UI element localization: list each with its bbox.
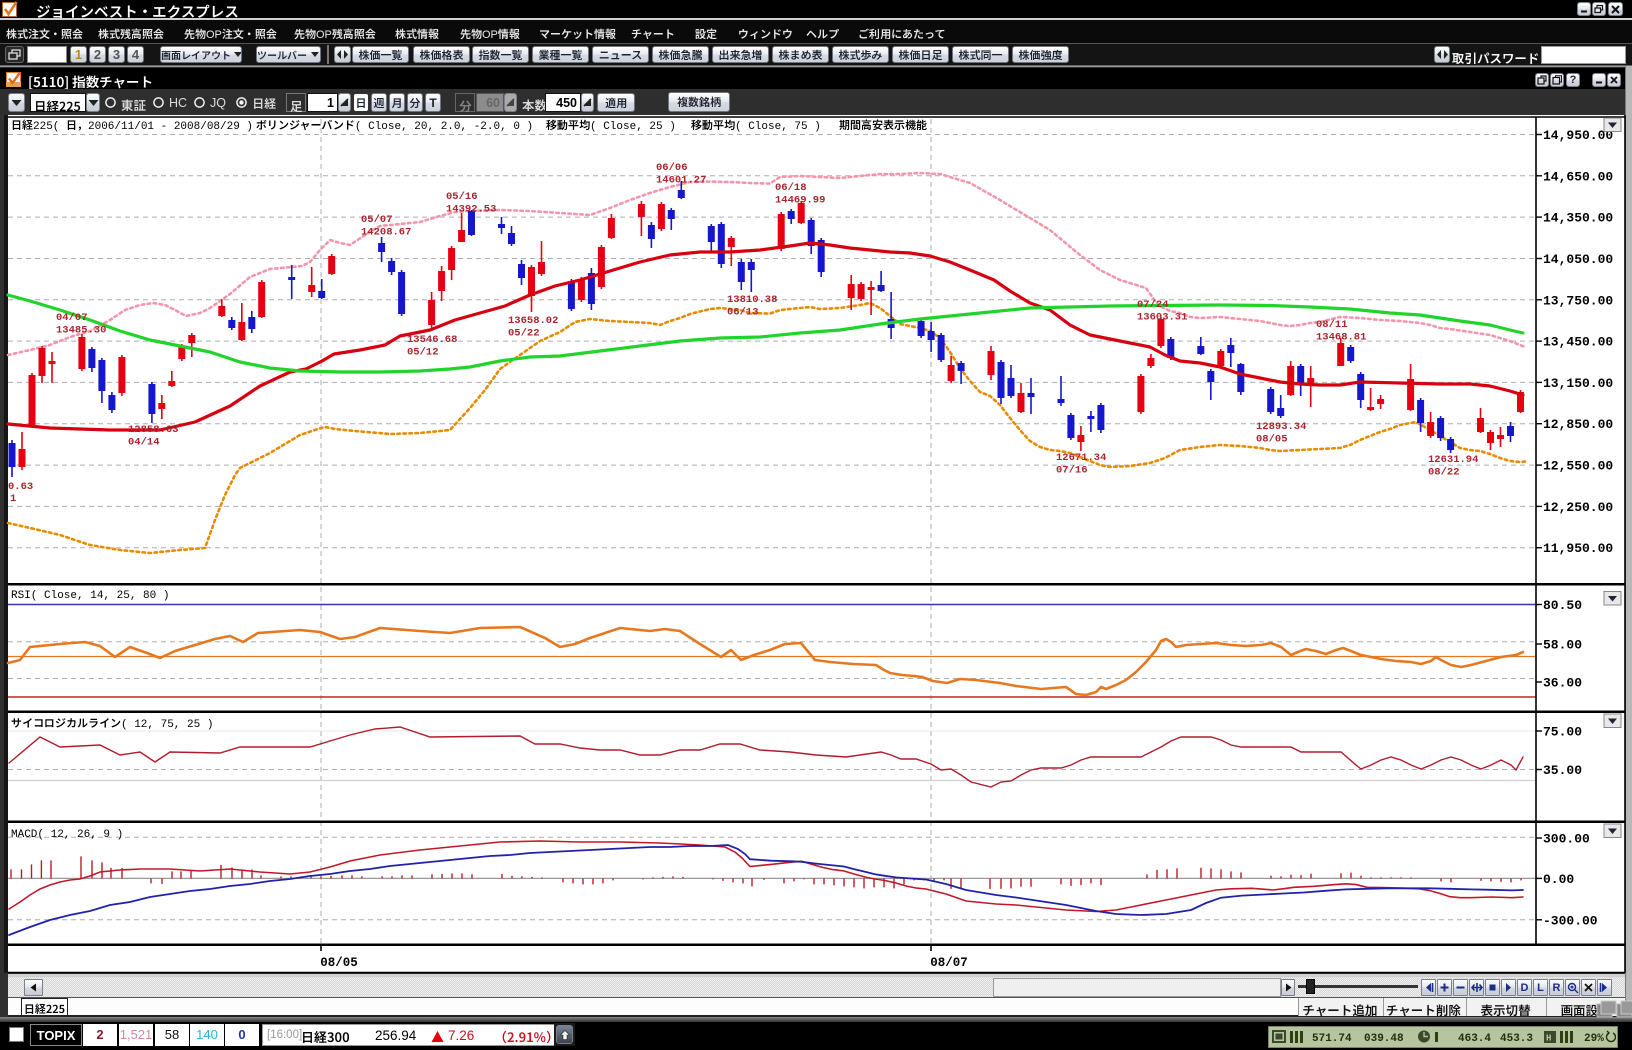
svg-text:サイコロジカルライン( 12, 75, 25 ): サイコロジカルライン( 12, 75, 25 ) — [11, 718, 213, 731]
svg-text:0.00: 0.00 — [1543, 872, 1574, 887]
svg-text:08/22: 08/22 — [1428, 467, 1460, 479]
svg-text:13,450.00: 13,450.00 — [1543, 335, 1613, 350]
svg-text:13546.68: 13546.68 — [407, 334, 457, 346]
svg-text:MACD( 12, 26, 9 ): MACD( 12, 26, 9 ) — [11, 829, 123, 841]
svg-text:14208.67: 14208.67 — [361, 227, 411, 239]
svg-text:06/06: 06/06 — [656, 162, 688, 174]
svg-text:12893.34: 12893.34 — [1256, 421, 1306, 433]
svg-text:29%: 29% — [1584, 1033, 1604, 1045]
svg-text:-300.00: -300.00 — [1543, 913, 1598, 928]
svg-text:14392.53: 14392.53 — [446, 204, 496, 216]
svg-text:13,150.00: 13,150.00 — [1543, 376, 1613, 391]
svg-text:05/16: 05/16 — [446, 191, 478, 203]
svg-text:04/14: 04/14 — [128, 437, 160, 449]
svg-text:14,350.00: 14,350.00 — [1543, 211, 1613, 226]
svg-text:13603.31: 13603.31 — [1137, 312, 1187, 324]
svg-text:期間高安表示機能: 期間高安表示機能 — [839, 119, 927, 133]
svg-text:300.00: 300.00 — [1543, 832, 1590, 847]
svg-text:039.48: 039.48 — [1364, 1033, 1404, 1045]
svg-text:12671.34: 12671.34 — [1056, 452, 1106, 464]
svg-text:13658.02: 13658.02 — [508, 315, 558, 327]
svg-text:36.00: 36.00 — [1543, 676, 1582, 691]
svg-text:04/07: 04/07 — [56, 312, 88, 324]
svg-text:58.00: 58.00 — [1543, 638, 1582, 653]
svg-text:05/22: 05/22 — [508, 328, 540, 340]
svg-text:12631.94: 12631.94 — [1428, 454, 1478, 466]
svg-text:14,650.00: 14,650.00 — [1543, 169, 1613, 184]
svg-text:35.00: 35.00 — [1543, 763, 1582, 778]
svg-text:14469.99: 14469.99 — [775, 195, 825, 207]
svg-text:08/05: 08/05 — [1256, 434, 1288, 446]
svg-text:06/13: 06/13 — [727, 307, 759, 319]
svg-text:14,950.00: 14,950.00 — [1543, 128, 1613, 143]
svg-text:07/16: 07/16 — [1056, 465, 1088, 477]
svg-text:08/11: 08/11 — [1316, 319, 1348, 331]
svg-text:13485.30: 13485.30 — [56, 325, 106, 337]
svg-text:ボリンジャーバンド( Close, 20, 2.0, -2.: ボリンジャーバンド( Close, 20, 2.0, -2.0, 0 ) — [256, 119, 533, 133]
svg-text:453.3: 453.3 — [1500, 1033, 1533, 1045]
svg-text:12,550.00: 12,550.00 — [1543, 459, 1613, 474]
svg-text:08/05: 08/05 — [320, 956, 358, 970]
svg-text:75.00: 75.00 — [1543, 725, 1582, 740]
svg-text:13,750.00: 13,750.00 — [1543, 293, 1613, 308]
svg-text:463.4: 463.4 — [1458, 1033, 1491, 1045]
svg-text:14,050.00: 14,050.00 — [1543, 252, 1613, 267]
svg-text:H: H — [1546, 1034, 1551, 1044]
svg-text:14601.27: 14601.27 — [656, 175, 706, 187]
svg-text:移動平均( Close, 75 ): 移動平均( Close, 75 ) — [691, 119, 821, 133]
svg-text:RSI( Close, 14, 25, 80 ): RSI( Close, 14, 25, 80 ) — [11, 590, 169, 602]
svg-text:12858.63: 12858.63 — [128, 424, 178, 436]
svg-text:571.74: 571.74 — [1312, 1033, 1352, 1045]
svg-text:06/18: 06/18 — [775, 182, 807, 194]
svg-text:05/07: 05/07 — [361, 214, 393, 226]
svg-text:08/07: 08/07 — [930, 956, 968, 970]
svg-text:13468.81: 13468.81 — [1316, 332, 1366, 344]
svg-text:日経225( 日，2006/11/01 - 2008/08/: 日経225( 日，2006/11/01 - 2008/08/29 ) — [11, 119, 253, 133]
svg-text:05/12: 05/12 — [407, 347, 439, 359]
svg-text:11,950.00: 11,950.00 — [1543, 541, 1613, 556]
svg-text:13810.38: 13810.38 — [727, 294, 777, 306]
svg-text:12,250.00: 12,250.00 — [1543, 500, 1613, 515]
svg-text:1: 1 — [10, 493, 16, 505]
svg-text:07/24: 07/24 — [1137, 299, 1169, 311]
svg-text:80.50: 80.50 — [1543, 598, 1582, 613]
svg-text:0.63: 0.63 — [8, 481, 33, 493]
svg-text:移動平均( Close, 25 ): 移動平均( Close, 25 ) — [546, 119, 676, 133]
svg-text:12,850.00: 12,850.00 — [1543, 417, 1613, 432]
